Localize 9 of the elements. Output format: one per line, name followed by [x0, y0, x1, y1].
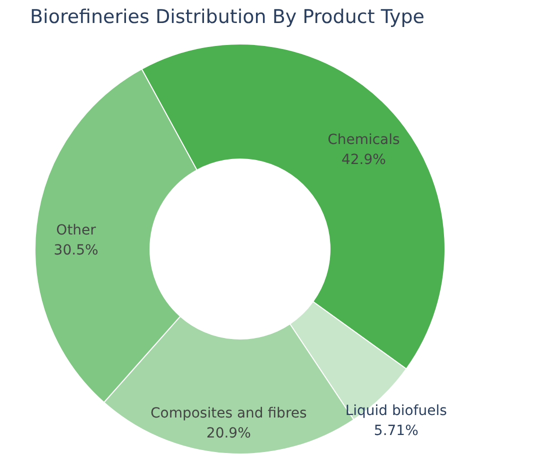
data-label: 42.9%: [341, 152, 386, 168]
slice-label: Liquid biofuels: [345, 403, 447, 419]
data-label: 20.9%: [206, 426, 251, 442]
data-label: 30.5%: [54, 242, 98, 258]
slice-label: Other: [56, 222, 96, 238]
slice-label: Chemicals: [328, 132, 400, 148]
slice-label: Composites and fibres: [150, 406, 307, 422]
data-label: 5.71%: [374, 423, 418, 439]
chart-title: Biorefineries Distribution By Product Type: [30, 6, 424, 28]
